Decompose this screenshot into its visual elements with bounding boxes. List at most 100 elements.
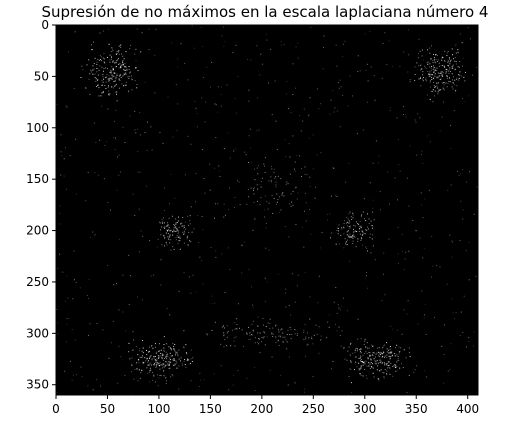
maximum-point (71, 379, 73, 381)
maximum-point (210, 246, 212, 248)
maximum-point (136, 362, 138, 364)
maximum-point (469, 38, 471, 40)
maximum-point (147, 364, 149, 366)
maximum-point (377, 362, 379, 364)
maximum-point (343, 227, 345, 229)
maximum-point (190, 292, 192, 294)
maximum-point (118, 154, 120, 156)
maximum-point (270, 179, 272, 181)
maximum-point (223, 216, 225, 218)
maximum-point (429, 63, 431, 65)
maximum-point (277, 273, 279, 275)
maximum-point (258, 338, 260, 340)
maximum-point (356, 221, 358, 223)
maximum-point (75, 193, 77, 195)
maximum-point (360, 338, 362, 340)
maximum-point (372, 345, 374, 347)
maximum-point (447, 77, 449, 79)
maximum-point (432, 74, 434, 76)
maximum-point (359, 373, 361, 375)
maximum-point (366, 377, 368, 379)
maximum-point (340, 86, 342, 88)
maximum-point (234, 328, 236, 330)
maximum-point (100, 385, 102, 387)
maximum-point (386, 370, 388, 372)
maximum-point (445, 71, 447, 73)
maximum-point (119, 80, 121, 82)
maximum-point (362, 211, 364, 213)
maximum-point (363, 361, 365, 363)
maximum-point (397, 360, 399, 362)
maximum-point (344, 40, 346, 42)
maximum-point (332, 167, 334, 169)
maximum-point (468, 95, 470, 97)
maximum-point (441, 71, 443, 73)
maximum-point (342, 226, 344, 228)
maximum-point (164, 358, 166, 360)
maximum-point (357, 223, 359, 225)
maximum-point (129, 275, 131, 277)
maximum-point (370, 359, 372, 361)
maximum-point (256, 97, 258, 99)
maximum-point (430, 45, 432, 47)
maximum-point (456, 85, 458, 87)
maximum-point (122, 62, 124, 64)
maximum-point (316, 333, 318, 335)
maximum-point (275, 176, 277, 178)
maximum-point (103, 30, 105, 32)
maximum-point (433, 71, 435, 73)
maximum-point (177, 353, 179, 355)
maximum-point (376, 369, 378, 371)
maximum-point (464, 101, 466, 103)
maximum-point (460, 200, 462, 202)
maximum-point (327, 321, 329, 323)
maximum-point (112, 49, 114, 51)
maximum-point (402, 250, 404, 252)
maximum-point (148, 351, 150, 353)
maximum-point (148, 28, 150, 30)
maximum-point (278, 344, 280, 346)
maximum-point (150, 275, 152, 277)
maximum-point (374, 259, 376, 261)
maximum-point (396, 117, 398, 119)
maximum-point (396, 361, 398, 363)
maximum-point (161, 226, 163, 228)
maximum-point (172, 343, 174, 345)
maximum-point (397, 139, 399, 141)
maximum-point (198, 242, 200, 244)
maximum-point (297, 42, 299, 44)
maximum-point (334, 194, 336, 196)
maximum-point (264, 332, 266, 334)
maximum-point (230, 345, 232, 347)
maximum-point (251, 334, 253, 336)
maximum-point (387, 349, 389, 351)
maximum-point (365, 360, 367, 362)
maximum-point (104, 144, 106, 146)
maximum-point (137, 171, 139, 173)
image-area (56, 25, 478, 395)
maximum-point (306, 332, 308, 334)
maximum-point (426, 80, 428, 82)
maximum-point (118, 79, 120, 81)
maximum-point (181, 362, 183, 364)
maximum-point (291, 333, 293, 335)
maximum-point (381, 356, 383, 358)
maximum-point (111, 46, 113, 48)
maximum-point (309, 318, 311, 320)
maximum-point (366, 365, 368, 367)
maximum-point (379, 352, 381, 354)
maximum-point (403, 349, 405, 351)
maximum-point (181, 231, 183, 233)
maximum-point (272, 327, 274, 329)
maximum-point (383, 352, 385, 354)
maximum-point (200, 379, 202, 381)
maximum-point (116, 73, 118, 75)
maximum-point (169, 242, 171, 244)
maximum-point (250, 338, 252, 340)
maximum-point (140, 372, 142, 374)
maximum-point (204, 121, 206, 123)
maximum-point (275, 120, 277, 122)
maximum-point (255, 130, 257, 132)
maximum-point (251, 334, 253, 336)
